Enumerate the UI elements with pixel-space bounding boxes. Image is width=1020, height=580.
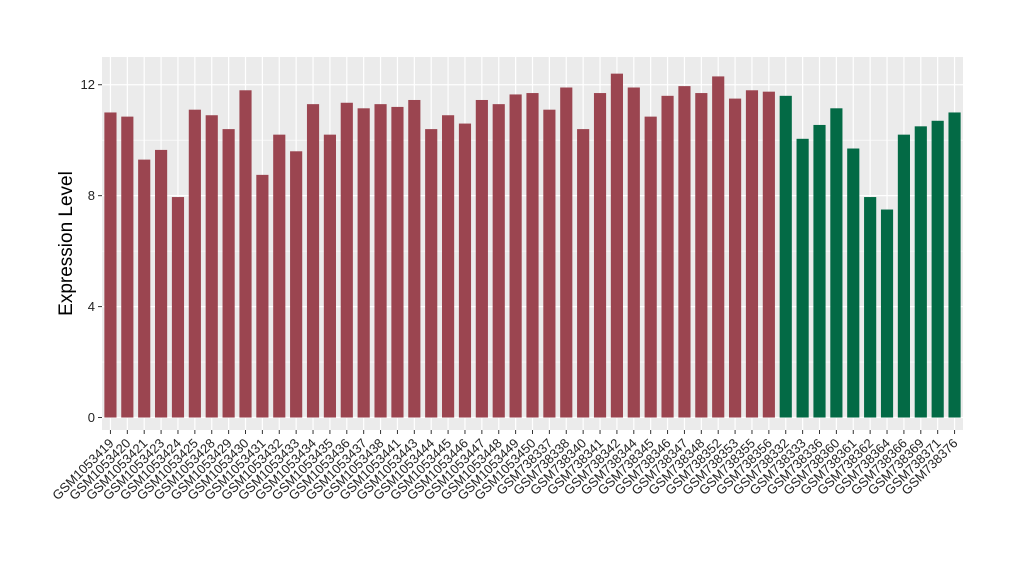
bar-GSM738337 [543,109,556,418]
bar-GSM1053432 [273,134,286,418]
x-axis: GSM1053419GSM1053420GSM1053421GSM1053423… [49,430,961,503]
y-tick-label: 4 [88,299,95,314]
bar-GSM738361 [847,148,860,418]
bar-GSM738353 [729,98,742,418]
bar-GSM1053420 [121,116,134,418]
bars [104,73,961,418]
bar-GSM738366 [897,134,910,418]
bar-GSM1053441 [391,106,404,418]
bar-GSM738336 [813,124,826,418]
bar-GSM1053433 [290,151,303,418]
bar-GSM1053438 [374,104,387,418]
y-axis-title: Expression Level [56,171,77,316]
bar-GSM1053446 [458,123,472,418]
bar-GSM1053435 [323,134,336,418]
bar-GSM1053449 [509,94,522,418]
bar-GSM1053423 [155,149,168,418]
bar-GSM738364 [880,209,894,418]
bar-GSM1053424 [171,197,185,418]
bar-GSM738347 [678,86,691,418]
bar-GSM1053421 [138,159,151,418]
y-tick-label: 12 [81,77,95,92]
bar-GSM738344 [627,87,640,418]
bar-GSM1053447 [475,99,488,418]
y-tick-label: 0 [88,410,95,425]
bar-GSM1053425 [188,109,201,418]
bar-GSM1053448 [492,104,505,418]
bar-GSM1053434 [306,104,320,418]
bar-GSM738346 [661,95,674,418]
bar-GSM738356 [762,91,775,418]
bar-GSM738340 [577,129,590,418]
bar-GSM738348 [695,93,708,418]
bar-GSM738338 [560,87,573,418]
bar-GSM738376 [948,112,961,418]
bar-GSM738341 [593,93,607,418]
bar-GSM738360 [830,108,843,418]
bar-GSM1053431 [256,174,269,418]
bar-GSM1053445 [442,115,455,418]
bar-GSM738352 [712,76,725,418]
bar-GSM738332 [779,95,792,418]
bar-GSM1053429 [222,129,235,418]
y-axis: 0 4 8 12 [81,77,102,425]
bar-GSM1053436 [340,102,353,418]
bar-GSM738345 [644,116,657,418]
bar-GSM738362 [864,197,877,418]
bar-GSM1053428 [205,115,218,418]
y-tick-label: 8 [88,188,95,203]
bar-GSM1053437 [357,108,370,418]
bar-GSM738369 [914,126,927,418]
bar-GSM738333 [796,138,809,418]
bar-GSM738342 [610,73,623,418]
bar-GSM738355 [745,90,759,418]
bar-GSM1053444 [425,129,438,418]
bar-GSM1053419 [104,112,117,418]
bar-GSM1053430 [239,90,252,418]
bar-GSM738371 [931,120,944,418]
bar-GSM1053443 [408,99,421,418]
bar-GSM1053450 [526,93,539,418]
